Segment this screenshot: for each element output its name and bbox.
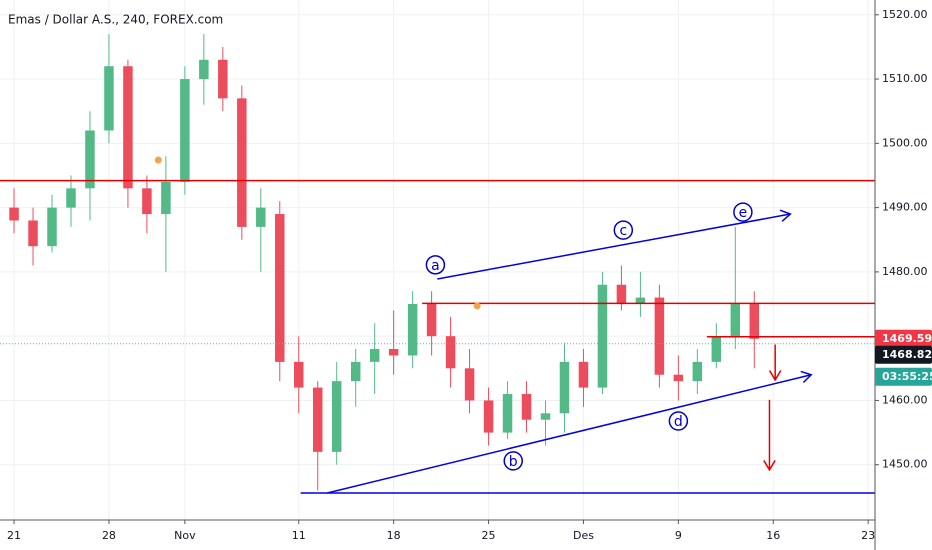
drawing-line [437,213,791,280]
candle-body [483,400,494,433]
wave-label: a [431,258,440,274]
candle-body [578,361,589,388]
y-tick-label: 1460.00 [882,393,928,406]
candle-body [407,304,418,356]
x-tick-label: 11 [292,529,306,542]
y-tick-label: 1500.00 [882,136,928,149]
x-tick-label: 25 [482,529,496,542]
candle-body [388,349,399,356]
candle-body [142,188,152,215]
price-tag-bg [875,345,932,364]
candle-body [445,336,456,369]
arrow-head [763,460,776,472]
candle-body [85,130,95,189]
countdown-tag-text: 03:55:25 [882,370,932,383]
x-tick-label: 28 [102,529,116,542]
price-tag-text: 1469.59 [882,332,932,345]
candle-body [28,220,38,247]
arrow-head [779,209,792,222]
candle-body [66,188,76,208]
candle-body [47,207,57,247]
candle-body [730,304,741,337]
candle-body [692,361,703,382]
candle-body [180,79,190,182]
x-tick-label: 9 [675,529,682,542]
candle-body [294,361,304,388]
wave-label: b [509,454,518,470]
x-tick-label: 23 [861,529,875,542]
candle-body [218,59,228,99]
candle-body [749,304,760,339]
wave-label: c [619,223,627,239]
candle-body [369,349,380,362]
x-tick-label: 21 [7,529,21,542]
candle-body [635,297,646,305]
candle-body [464,368,475,401]
wave-label-circle [503,451,523,471]
candle-body [350,361,361,382]
candle-body [9,207,19,221]
y-tick-label: 1490.00 [882,201,928,214]
price-tag-bg [875,329,932,348]
candle-body [104,66,114,131]
candle-body [426,304,437,337]
wave-label-circle [613,220,634,240]
wave-label-circle [668,411,689,431]
candle-body [331,381,342,452]
chart-title: Emas / Dollar A.S., 240, FOREX.com [8,13,223,27]
y-tick-label: 1480.00 [882,265,928,278]
event-marker [154,156,162,164]
candle-body [616,284,627,305]
candle-body [654,297,665,375]
candle-body [256,207,266,227]
candle-body [559,361,570,414]
candle-body [597,284,608,388]
event-marker [473,302,481,310]
countdown-tag-bg [875,367,932,386]
x-tick-label: Nov [174,529,196,542]
wave-label-circle [425,255,446,275]
x-tick-label: 16 [766,529,780,542]
candle-body [199,59,209,80]
candle-body [673,374,684,382]
candle-body [540,413,551,420]
arrow-head [800,370,813,384]
price-tag: 1468.82 [875,345,932,364]
candle-body [237,98,247,227]
price-tag: 1469.59 [875,329,932,348]
y-tick-label: 1520.00 [882,8,928,21]
wave-label-circle [733,202,753,222]
candle-body [161,181,171,215]
drawing-line [327,374,812,494]
x-tick-label: 18 [387,529,401,542]
candle-body [123,66,133,189]
price-tag-text: 1468.82 [882,348,932,361]
wave-label: d [674,414,683,430]
arrow-head [768,370,782,382]
candle-body [521,394,532,420]
x-tick-label: Des [573,529,594,542]
y-tick-label: 1450.00 [882,458,928,471]
countdown-tag: 03:55:25 [875,367,932,386]
candle-body [312,387,323,452]
candle-body [711,336,722,362]
wave-label: e [739,205,748,221]
y-tick-label: 1510.00 [882,72,928,85]
candle-body [275,214,285,362]
candle-body [502,394,513,433]
